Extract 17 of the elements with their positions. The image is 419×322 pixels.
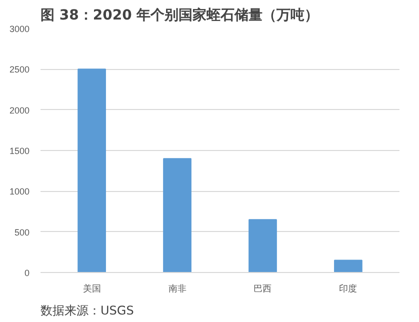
bar — [334, 260, 362, 272]
y-tick-label: 2000 — [9, 105, 30, 116]
x-tick-label: 南非 — [168, 284, 186, 294]
x-tick-label: 巴西 — [254, 284, 272, 294]
chart-title: 图 38：2020 年个别国家蛭石储量（万吨） — [40, 6, 319, 24]
bar — [163, 158, 192, 272]
bar — [248, 219, 277, 272]
x-tick-label: 印度 — [339, 284, 358, 294]
y-tick-label: 1000 — [9, 186, 30, 197]
source-note: 数据来源：USGS — [40, 304, 134, 318]
y-tick-label: 0 — [24, 268, 30, 278]
y-tick-label: 3000 — [9, 24, 30, 34]
y-tick-label: 500 — [14, 227, 30, 238]
bar — [78, 68, 106, 272]
y-tick-label: 2500 — [9, 64, 30, 75]
x-tick-label: 美国 — [82, 284, 101, 294]
y-tick-label: 1500 — [9, 146, 30, 156]
